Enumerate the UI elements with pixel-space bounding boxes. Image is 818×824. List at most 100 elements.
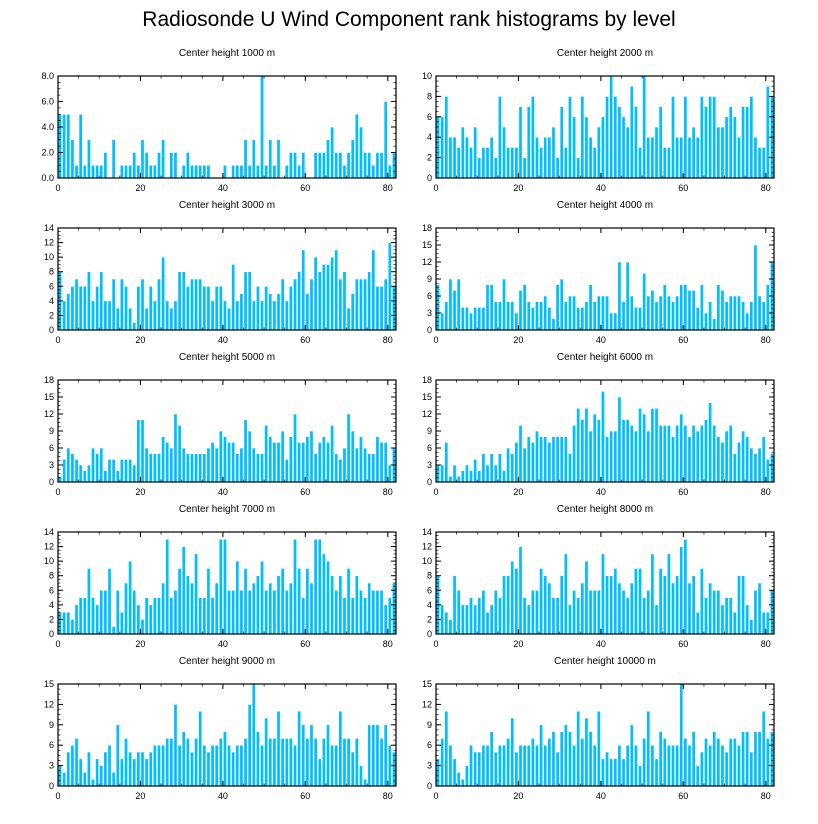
histogram-bar [194, 278, 199, 331]
histogram-bar [633, 568, 638, 635]
histogram-bar [753, 731, 758, 787]
histogram-bar [761, 147, 766, 179]
histogram-bar [119, 459, 124, 483]
histogram-bar [666, 147, 671, 179]
histogram-bar [613, 312, 618, 331]
histogram-bar [679, 284, 684, 331]
histogram-bar [297, 442, 302, 483]
x-tick-label: 60 [300, 487, 310, 497]
histogram-bar [321, 264, 326, 331]
histogram-bar [280, 738, 285, 787]
histogram-bar [326, 264, 330, 331]
histogram-bar [728, 295, 733, 331]
histogram-bar [535, 589, 539, 635]
histogram-bar [359, 126, 363, 179]
histogram-bar [293, 278, 297, 331]
histogram-bar [452, 758, 457, 787]
histogram-bar [708, 402, 713, 483]
histogram-bar [334, 152, 339, 179]
histogram-bar [584, 408, 589, 483]
histogram-bar [103, 751, 108, 787]
histogram-bar [231, 264, 236, 331]
histogram-bar [103, 152, 108, 179]
histogram-bar [621, 758, 626, 787]
x-tick-label: 0 [55, 183, 60, 193]
histogram-bar [633, 106, 638, 179]
histogram-bar [165, 300, 170, 331]
y-tick-label: 12 [422, 542, 432, 552]
histogram-bar [190, 453, 194, 483]
histogram-bar [621, 419, 626, 483]
histogram-bar [268, 738, 273, 787]
histogram-bar [514, 442, 519, 483]
panel-3: Center height 3000 m 0 2 4 6 8 10 12 14 0 20 40 60 80 [44, 200, 397, 345]
histogram-bar [260, 453, 264, 483]
y-tick-label: 0 [49, 781, 54, 791]
histogram-bar [383, 724, 388, 787]
histogram-bar [136, 419, 141, 483]
histogram-bar [103, 300, 108, 331]
histogram-bar [185, 285, 190, 331]
histogram-bar [70, 453, 75, 483]
histogram-bar [572, 425, 577, 483]
panel-9: Center height 9000 m 0 3 6 9 12 15 0 20 40 60 80 [44, 656, 397, 801]
histogram-bar [568, 96, 572, 179]
histogram-bar [592, 147, 597, 179]
histogram-bar [737, 136, 741, 179]
histogram-bar [78, 758, 83, 787]
histogram-bar [510, 147, 515, 179]
histogram-bar [691, 126, 696, 179]
histogram-bar [227, 744, 232, 787]
y-tick-label: 10 [422, 71, 432, 81]
histogram-bar [510, 717, 515, 787]
histogram-bar [222, 436, 227, 483]
histogram-bar [387, 597, 392, 635]
histogram-bar [284, 738, 289, 787]
histogram-bar [440, 604, 445, 635]
histogram-bar [712, 425, 717, 483]
histogram-bar [452, 575, 457, 635]
histogram-bar [305, 293, 310, 331]
histogram-bar [128, 751, 133, 787]
histogram-bar [765, 611, 770, 635]
histogram-bar [354, 447, 359, 483]
histogram-bar [704, 419, 708, 483]
histogram-bar [683, 425, 688, 483]
histogram-bar [218, 285, 223, 331]
histogram-bar [66, 751, 71, 787]
x-tick-label: 60 [678, 183, 688, 193]
histogram-bar [128, 164, 133, 179]
histogram-bar [363, 152, 368, 179]
histogram-bar [539, 436, 544, 483]
histogram-bar [444, 710, 449, 787]
histogram-bar [214, 582, 219, 635]
histogram-bar [284, 459, 289, 483]
y-tick-label: 8 [49, 571, 54, 581]
histogram-bar [761, 301, 766, 331]
histogram-bar [202, 744, 207, 787]
histogram-bar [214, 285, 219, 331]
histogram-bar [231, 164, 236, 179]
histogram-bar [493, 589, 498, 635]
histogram-bar [58, 476, 63, 483]
histogram-bar [62, 611, 67, 635]
panel-title: Center height 5000 m [179, 352, 275, 363]
histogram-bar [231, 589, 236, 635]
histogram-bar [654, 408, 659, 483]
histogram-bar [206, 751, 211, 787]
histogram-bar [363, 778, 368, 787]
x-tick-label: 0 [433, 791, 438, 801]
histogram-bar [444, 442, 449, 483]
histogram-bar [460, 604, 465, 635]
histogram-bar [255, 453, 260, 483]
histogram-bar [301, 724, 306, 787]
histogram-bar [617, 744, 622, 787]
histogram-bar [481, 307, 486, 331]
histogram-bar [375, 436, 380, 483]
histogram-bar [633, 307, 638, 331]
histogram-bar [514, 568, 519, 635]
histogram-bar [342, 164, 347, 179]
histogram-bar [157, 278, 161, 331]
histogram-bar [749, 447, 754, 483]
histogram-bar [753, 589, 758, 635]
